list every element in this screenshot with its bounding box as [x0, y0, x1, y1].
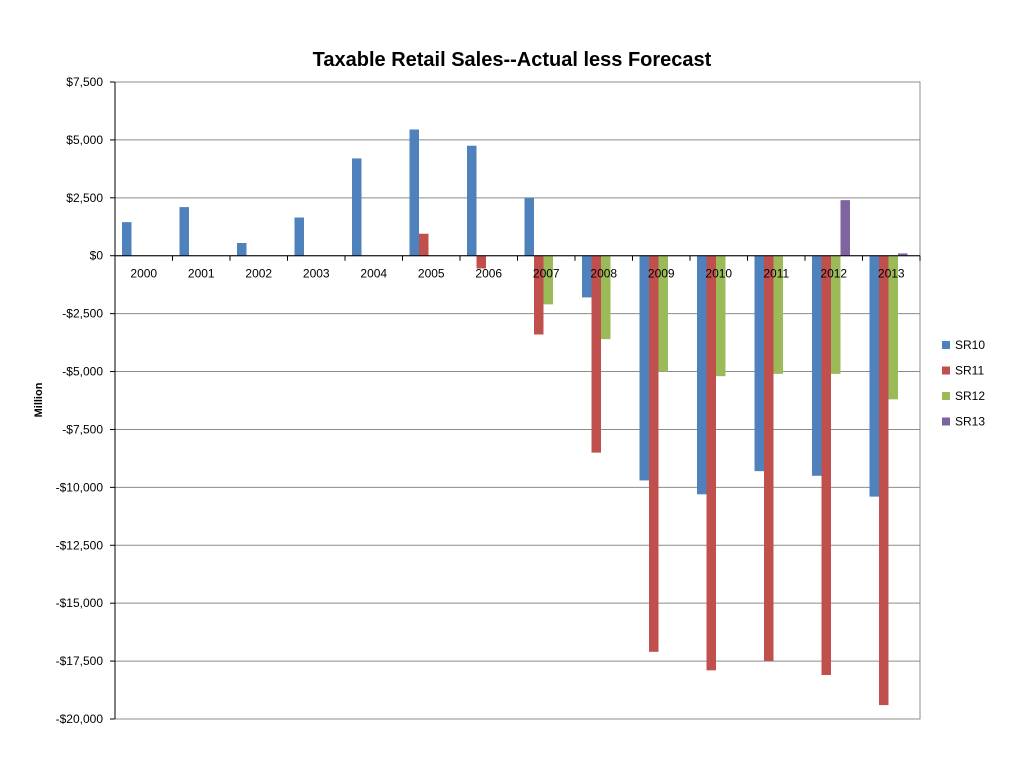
legend-swatch-sr11: [942, 366, 950, 375]
bar-sr13-2012: [840, 200, 850, 256]
legend-label-sr10: SR10: [955, 338, 985, 352]
bar-sr11-2006: [476, 255, 486, 269]
bar-sr11-2005: [419, 233, 429, 256]
bar-sr10-2006: [467, 145, 477, 256]
x-tick-label: 2012: [820, 267, 847, 281]
x-tick-label: 2006: [475, 267, 502, 281]
bar-sr12-2008: [601, 255, 611, 340]
x-tick-label: 2005: [418, 267, 445, 281]
bar-sr10-2008: [582, 255, 592, 298]
y-tick-label: $2,500: [66, 191, 103, 205]
y-tick-label: -$20,000: [56, 712, 104, 726]
bar-sr11-2013: [879, 255, 889, 706]
bar-sr12-2007: [543, 255, 553, 305]
y-axis-label: Million: [33, 382, 45, 417]
bar-sr12-2011: [773, 255, 783, 374]
bar-sr12-2009: [658, 255, 668, 372]
x-tick-label: 2002: [245, 267, 272, 281]
legend-swatch-sr12: [942, 392, 950, 400]
bar-sr12-2010: [716, 255, 726, 377]
legend: SR10 SR11 SR12 SR13: [942, 338, 985, 429]
y-tick-labels: $7,500 $5,000 $2,500 $0 -$2,500 -$5,000 -$7,50…: [56, 75, 104, 726]
y-tick-label: -$2,500: [62, 307, 103, 321]
x-tick-label: 2009: [648, 267, 675, 281]
x-tick-label: 2004: [360, 267, 387, 281]
bars: [122, 129, 908, 706]
y-tick-label: $7,500: [66, 75, 103, 89]
bar-sr10-2002: [237, 242, 247, 256]
bar-sr10-2013: [869, 255, 879, 497]
gridlines: [110, 81, 920, 720]
y-tick-label: -$12,500: [56, 538, 104, 552]
bar-sr11-2008: [591, 255, 601, 453]
y-tick-label: -$10,000: [56, 480, 104, 494]
bar-sr12-2012: [831, 255, 841, 374]
bar-sr11-2009: [649, 255, 659, 652]
x-tick-label: 2008: [590, 267, 617, 281]
legend-label-sr12: SR12: [955, 389, 985, 403]
bar-sr10-2001: [179, 207, 189, 256]
chart-title: Taxable Retail Sales--Actual less Foreca…: [313, 49, 712, 71]
legend-label-sr11: SR11: [955, 364, 984, 378]
bar-sr11-2010: [706, 255, 716, 671]
bar-sr11-2011: [764, 255, 774, 662]
x-tick-label: 2003: [303, 267, 330, 281]
bar-sr10-2012: [812, 255, 822, 476]
bar-sr11-2007: [534, 255, 544, 335]
bar-sr10-2005: [409, 129, 419, 256]
bar-sr10-2004: [352, 158, 362, 256]
y-tick-label: -$15,000: [56, 596, 104, 610]
legend-swatch-sr10: [942, 341, 950, 349]
x-tick-label: 2013: [878, 267, 905, 281]
y-tick-label: -$17,500: [56, 654, 104, 668]
y-tick-label: -$5,000: [62, 365, 103, 379]
x-tick-label: 2000: [130, 267, 157, 281]
legend-label-sr13: SR13: [955, 415, 985, 429]
x-tick-labels: 2000 2001 2002 2003 2004 2005 2006 2007 2008 2009…: [130, 267, 905, 281]
bar-sr10-2011: [754, 255, 764, 472]
bar-sr10-2009: [639, 255, 649, 481]
x-tick-label: 2010: [705, 267, 732, 281]
y-tick-label: $0: [90, 249, 104, 263]
bar-sr10-2003: [294, 217, 304, 256]
y-tick-label: $5,000: [66, 133, 103, 147]
bar-sr13-2013: [898, 253, 908, 256]
bar-sr10-2010: [697, 255, 707, 495]
y-tick-label: -$7,500: [62, 422, 103, 436]
bar-sr10-2007: [524, 197, 534, 256]
legend-swatch-sr13: [942, 417, 950, 426]
bar-sr10-2000: [122, 222, 132, 256]
bar-sr11-2012: [821, 255, 831, 675]
x-tick-label: 2001: [188, 267, 215, 281]
bar-sr12-2013: [888, 255, 898, 400]
x-tick-label: 2007: [533, 267, 560, 281]
x-tick-label: 2011: [763, 267, 789, 281]
axes: [114, 81, 921, 720]
